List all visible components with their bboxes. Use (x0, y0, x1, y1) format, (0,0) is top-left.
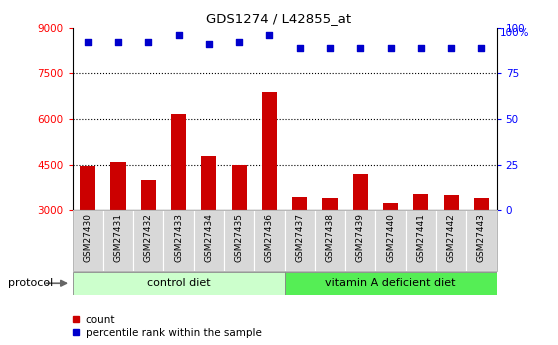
Text: GSM27438: GSM27438 (325, 213, 334, 262)
Text: GSM27441: GSM27441 (416, 213, 425, 262)
Bar (201, 156, 217, 210)
Bar (406, 210, 436, 271)
Point (235, 39, 244, 45)
Point (447, 45, 456, 50)
Point (144, 39, 153, 45)
Text: GSM27443: GSM27443 (477, 213, 486, 262)
Text: GSM27440: GSM27440 (386, 213, 395, 262)
Legend: count, percentile rank within the sample: count, percentile rank within the sample (72, 315, 262, 338)
Text: GSM27437: GSM27437 (295, 213, 304, 262)
Bar (353, 174, 368, 210)
Text: 100%: 100% (499, 28, 529, 38)
Bar (262, 91, 277, 210)
Text: GSM27436: GSM27436 (265, 213, 274, 262)
Bar (232, 165, 247, 210)
Bar (73, 210, 103, 271)
Text: GSM27431: GSM27431 (113, 213, 122, 262)
Text: GDS1274 / L42855_at: GDS1274 / L42855_at (206, 12, 352, 25)
Bar (103, 210, 133, 271)
Point (356, 45, 365, 50)
Point (174, 32, 183, 38)
Text: protocol: protocol (8, 278, 54, 288)
Text: GSM27430: GSM27430 (83, 213, 92, 262)
Bar (285, 210, 315, 271)
Point (416, 45, 425, 50)
Point (325, 45, 334, 50)
Bar (254, 210, 285, 271)
Bar (224, 210, 254, 271)
Bar (323, 198, 338, 210)
Point (204, 41, 213, 47)
Bar (133, 210, 163, 271)
Bar (163, 210, 194, 271)
Bar (141, 180, 156, 210)
Bar (436, 210, 466, 271)
Bar (345, 210, 376, 271)
Point (386, 45, 395, 50)
Point (113, 39, 122, 45)
Bar (466, 210, 497, 271)
Point (265, 32, 274, 38)
Text: GSM27442: GSM27442 (447, 213, 456, 262)
Bar (315, 210, 345, 271)
Text: control diet: control diet (147, 278, 210, 288)
Bar (285, 272, 497, 295)
Bar (444, 195, 459, 210)
Bar (292, 197, 307, 210)
Point (295, 45, 304, 50)
Point (477, 45, 486, 50)
Text: GSM27435: GSM27435 (235, 213, 244, 262)
Bar (80, 166, 95, 210)
Point (83, 39, 92, 45)
Bar (376, 210, 406, 271)
Bar (194, 210, 224, 271)
Text: vitamin A deficient diet: vitamin A deficient diet (325, 278, 456, 288)
Bar (110, 162, 126, 210)
Bar (383, 203, 398, 210)
Bar (474, 198, 489, 210)
Text: GSM27439: GSM27439 (356, 213, 365, 262)
Text: GSM27434: GSM27434 (204, 213, 213, 262)
Bar (73, 272, 285, 295)
Text: GSM27432: GSM27432 (144, 213, 153, 262)
Bar (413, 194, 429, 210)
Bar (171, 115, 186, 210)
Text: GSM27433: GSM27433 (174, 213, 183, 262)
